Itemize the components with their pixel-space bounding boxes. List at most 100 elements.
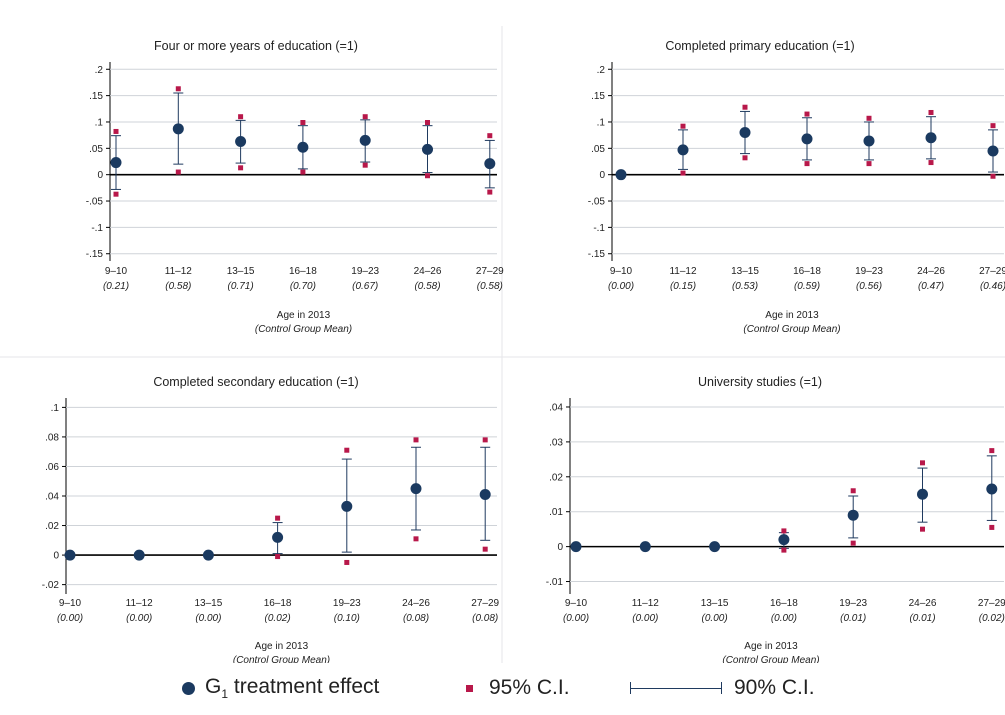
x-tick-label: 19–23 — [351, 266, 379, 277]
y-tick-label: .01 — [549, 507, 563, 518]
panel-title: University studies (=1) — [698, 375, 822, 389]
ci95-lower-marker — [482, 546, 488, 552]
ci95-lower-marker — [300, 169, 306, 175]
ci95-lower-marker — [344, 559, 350, 565]
panel-university: University studies (=1) .04 .03 .02 .01 0 -.01… — [546, 375, 1005, 666]
legend-label-treatment: G1 treatment effect — [205, 674, 380, 702]
treatment-effect-point — [639, 541, 651, 553]
x-axis-label: Age in 2013 — [277, 310, 331, 321]
ci95-lower-marker — [175, 169, 181, 175]
x-tick-label: 24–26 — [402, 598, 430, 609]
ci95-upper-marker — [275, 515, 281, 521]
control-mean-label: (0.00) — [57, 613, 83, 624]
treatment-effect-point — [677, 144, 689, 156]
ci95-upper-marker — [344, 447, 350, 453]
ci95-upper-marker — [781, 528, 787, 534]
x-tick-label: 19–23 — [839, 598, 867, 609]
control-mean-label: (0.00) — [608, 281, 634, 292]
control-mean-label: (0.67) — [352, 281, 378, 292]
y-tick-label: .02 — [45, 521, 59, 532]
control-mean-label: (0.02) — [265, 613, 291, 624]
ci95-lower-marker — [781, 547, 787, 553]
x-tick-label: 13–15 — [731, 266, 759, 277]
x-tick-label: 24–26 — [909, 598, 937, 609]
control-mean-label: (0.21) — [103, 281, 129, 292]
treatment-effect-point — [341, 500, 353, 512]
y-tick-label: -.15 — [86, 249, 104, 260]
y-tick-label: .2 — [597, 65, 606, 76]
y-tick-label: .02 — [549, 472, 563, 483]
x-axis-label: Age in 2013 — [744, 641, 798, 652]
ci95-lower-marker — [275, 554, 281, 560]
x-axis-label: Age in 2013 — [765, 310, 819, 321]
control-mean-label: (0.00) — [126, 613, 152, 624]
y-tick-label: -.1 — [593, 223, 605, 234]
x-tick-label: 24–26 — [917, 266, 945, 277]
treatment-effect-point — [801, 133, 813, 145]
x-tick-label: 9–10 — [565, 598, 588, 609]
panel-secondary: Completed secondary education (=1) .1 .08.… — [42, 375, 500, 666]
ci95-upper-marker — [175, 86, 181, 92]
y-tick-label: -.05 — [588, 197, 606, 208]
y-tick-label: -.02 — [42, 580, 60, 591]
control-mean-label: (0.00) — [563, 613, 589, 624]
legend-point-marker — [182, 681, 195, 695]
control-mean-label: (0.71) — [228, 281, 254, 292]
treatment-effect-point — [359, 134, 371, 146]
panel-title: Four or more years of education (=1) — [154, 39, 358, 53]
ci95-lower-marker — [425, 173, 430, 179]
control-mean-label: (0.00) — [771, 613, 797, 624]
legend-item-treatment: G1 treatment effect — [182, 673, 379, 703]
control-mean-label: (0.47) — [918, 281, 944, 292]
ci95-lower-marker — [866, 161, 872, 167]
control-mean-label: (0.00) — [195, 613, 221, 624]
y-tick-label: .1 — [95, 117, 104, 128]
ci95-lower-marker — [113, 191, 119, 197]
x-tick-label: 27–29 — [476, 266, 504, 277]
treatment-effect-point — [235, 135, 247, 147]
treatment-effect-point — [479, 489, 491, 501]
treatment-effect-point — [484, 158, 496, 170]
ci95-upper-marker — [742, 104, 748, 110]
y-tick-label: -.05 — [86, 197, 104, 208]
ci95-upper-marker — [300, 120, 306, 125]
control-mean-label: (0.58) — [414, 281, 440, 292]
control-mean-label: (0.00) — [702, 613, 728, 624]
ci95-lower-marker — [238, 165, 244, 171]
y-tick-label: -.15 — [588, 249, 606, 260]
x-tick-label: 19–23 — [333, 598, 361, 609]
x-tick-label: 9–10 — [59, 598, 82, 609]
y-tick-label: .15 — [89, 91, 103, 102]
ci95-upper-marker — [482, 437, 488, 443]
control-mean-label: (0.58) — [477, 281, 503, 292]
ci95-upper-marker — [113, 128, 119, 134]
control-mean-label: (0.15) — [670, 281, 696, 292]
control-mean-label: (0.56) — [856, 281, 882, 292]
treatment-effect-point — [133, 549, 145, 561]
y-tick-label: .04 — [45, 492, 59, 503]
treatment-effect-point — [847, 509, 859, 521]
x-tick-label: 16–18 — [770, 598, 798, 609]
treatment-effect-point — [709, 541, 721, 553]
y-tick-label: .04 — [549, 402, 563, 413]
treatment-effect-point — [739, 127, 751, 139]
legend-item-ci90: 90% C.I. — [630, 673, 815, 703]
ci95-upper-marker — [425, 120, 430, 125]
treatment-effect-point — [925, 132, 937, 144]
control-mean-label: (0.08) — [472, 613, 498, 624]
ci95-upper-marker — [920, 460, 925, 466]
treatment-effect-point — [615, 169, 627, 181]
ci95-lower-marker — [920, 526, 925, 532]
x-tick-label: 11–12 — [632, 598, 660, 609]
x-tick-label: 16–18 — [793, 266, 821, 277]
legend: G1 treatment effect 95% C.I. 90% C.I. — [0, 663, 1005, 715]
x-axis-sublabel: (Control Group Mean) — [743, 324, 840, 335]
y-tick-label: 0 — [557, 542, 563, 553]
ci95-upper-marker — [990, 123, 996, 129]
ci95-lower-marker — [989, 524, 995, 530]
x-axis-label: Age in 2013 — [255, 641, 309, 652]
treatment-effect-point — [172, 123, 184, 135]
treatment-effect-point — [422, 143, 433, 155]
control-mean-label: (0.10) — [334, 613, 360, 624]
